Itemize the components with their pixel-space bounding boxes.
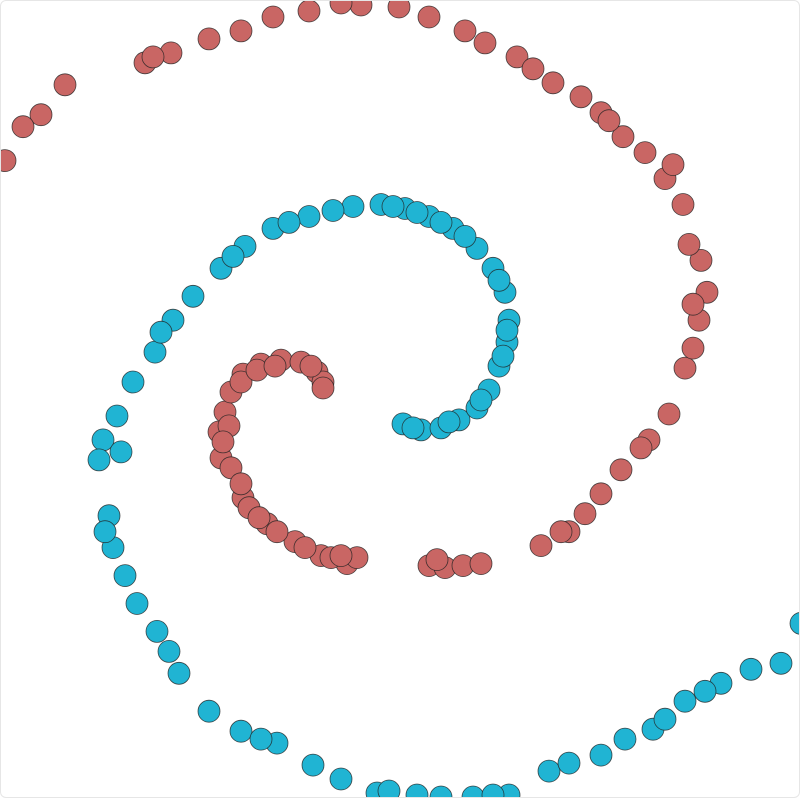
blue-data-point [249, 727, 273, 751]
red-data-point [329, 544, 353, 567]
blue-data-point [739, 657, 763, 681]
blue-data-point [87, 448, 111, 472]
red-data-point [677, 232, 701, 256]
blue-data-point [143, 340, 167, 364]
red-data-point [473, 31, 497, 55]
red-data-point [349, 1, 373, 17]
red-data-point [681, 292, 705, 316]
red-data-point [505, 45, 529, 69]
blue-data-point [145, 620, 169, 643]
blue-data-point [491, 344, 515, 368]
blue-data-point [453, 224, 477, 248]
red-data-point [453, 19, 477, 43]
blue-data-point [437, 410, 461, 434]
blue-data-point [109, 440, 133, 464]
red-data-point [297, 1, 321, 23]
red-data-point [673, 356, 697, 380]
blue-data-point [301, 753, 325, 777]
blue-data-point [405, 783, 429, 797]
red-data-point [263, 354, 287, 378]
red-data-point [293, 536, 317, 559]
blue-data-point [693, 679, 717, 703]
red-data-point [549, 520, 573, 544]
red-data-point [311, 376, 335, 400]
red-data-point [53, 73, 77, 97]
blue-data-point [401, 416, 425, 440]
blue-data-point [469, 388, 493, 412]
red-data-point [1, 149, 17, 172]
red-data-point [629, 436, 653, 460]
red-data-point [229, 19, 253, 43]
blue-data-point [429, 210, 453, 234]
blue-data-point [329, 767, 353, 791]
red-data-point [521, 57, 545, 81]
red-data-point [11, 115, 35, 139]
blue-data-point [197, 699, 221, 723]
red-data-point [29, 103, 53, 127]
blue-data-point [495, 318, 519, 342]
blue-data-point [557, 751, 581, 775]
red-data-point [229, 472, 253, 496]
blue-data-point [167, 661, 191, 685]
red-data-point [197, 27, 221, 51]
blue-data-point [381, 195, 405, 218]
blue-data-point [121, 370, 145, 394]
blue-data-point [321, 199, 345, 222]
red-data-point [469, 552, 493, 575]
red-data-point [229, 370, 253, 394]
red-data-point [541, 71, 565, 95]
red-data-point [609, 458, 633, 482]
red-data-point [657, 402, 681, 426]
blue-data-point [613, 727, 637, 751]
blue-data-point [341, 195, 365, 218]
blue-data-point [405, 201, 429, 224]
red-data-point [611, 125, 635, 149]
blue-data-point [789, 612, 799, 635]
blue-data-point [113, 564, 137, 587]
red-data-point [425, 548, 449, 571]
blue-data-point [487, 268, 511, 292]
blue-data-point [769, 651, 793, 675]
red-data-point [529, 534, 553, 557]
blue-data-point [297, 205, 321, 228]
blue-data-point [461, 785, 485, 797]
red-data-point [329, 1, 353, 15]
blue-data-point [157, 640, 181, 663]
red-data-point [681, 336, 705, 360]
blue-data-point [93, 520, 117, 544]
red-data-point [247, 506, 271, 530]
red-data-point [265, 520, 289, 544]
red-data-point [569, 85, 593, 109]
blue-data-point [221, 244, 245, 268]
red-data-point [589, 482, 613, 506]
blue-data-point [229, 719, 253, 743]
blue-data-point [481, 783, 505, 797]
red-data-point [141, 45, 165, 69]
blue-data-point [537, 759, 561, 783]
red-data-point [211, 430, 235, 454]
red-data-point [661, 153, 685, 177]
blue-data-point [125, 592, 149, 615]
blue-data-point [429, 785, 453, 797]
red-data-point [387, 1, 411, 19]
blue-data-point [105, 404, 129, 428]
blue-data-point [653, 707, 677, 731]
red-data-point [633, 141, 657, 165]
red-data-point [299, 354, 323, 378]
blue-data-point [149, 320, 173, 344]
red-data-point [689, 248, 713, 272]
blue-data-point [673, 689, 697, 713]
blue-data-point [589, 743, 613, 767]
blue-data-point [181, 284, 205, 308]
red-data-point [573, 502, 597, 526]
blue-data-point [377, 779, 401, 797]
red-data-point [261, 5, 285, 29]
red-data-point [671, 193, 695, 216]
red-data-point [417, 5, 441, 29]
red-data-point [597, 109, 621, 133]
blue-data-point [277, 210, 301, 234]
